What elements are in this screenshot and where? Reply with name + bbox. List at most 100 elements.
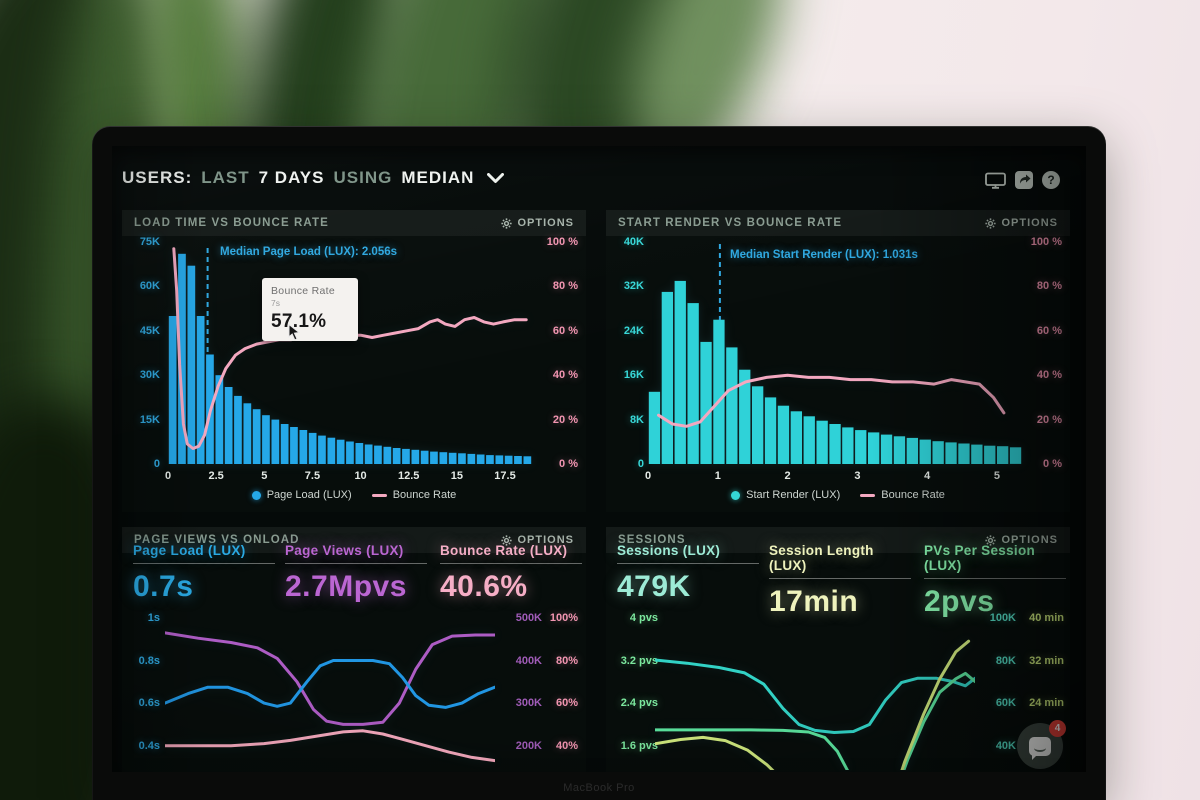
axis-tick-row: 60K 24 min	[978, 696, 1066, 710]
chat-widget-button[interactable]: 4	[1017, 720, 1066, 769]
axis-tick-label: 32 min	[1029, 654, 1064, 667]
legend-line-swatch	[860, 493, 876, 497]
axis-tick-label: 15K	[139, 413, 160, 426]
axis-tick-label: 0.8s	[138, 654, 160, 667]
y-axis-right: 100 % 80 % 60 % 40 % 20 % 0 %	[1016, 235, 1062, 471]
options-label: OPTIONS	[1001, 217, 1058, 229]
title-part: 7 DAYS	[258, 168, 325, 187]
start-render-histogram-chart[interactable]	[648, 242, 1022, 464]
metric-page-load: Page Load (LUX) 0.7s	[133, 543, 275, 604]
tooltip-subtitle: 7s	[271, 298, 280, 308]
metric-value: 2.7Mpvs	[285, 570, 407, 603]
timeframe-dropdown[interactable]: USERS: LAST 7 DAYS USING MEDIAN	[122, 168, 505, 188]
axis-tick-label: 40K	[623, 236, 644, 248]
panel-header: LOAD TIME VS BOUNCE RATE	[122, 210, 586, 236]
metric-value: 479K	[617, 570, 691, 603]
axis-tick-label: 40K	[995, 739, 1016, 752]
options-button[interactable]: OPTIONS	[985, 217, 1058, 229]
metric-page-views: Page Views (LUX) 2.7Mpvs	[285, 543, 427, 604]
panel-title: SESSIONS	[618, 534, 686, 546]
legend-item: Bounce Rate	[860, 489, 945, 501]
axis-tick-label: 80%	[555, 654, 578, 667]
axis-tick-label: 100 %	[1030, 236, 1062, 248]
y-axis-left: 40K 32K 24K 16K 8K 0	[608, 235, 644, 471]
page-views-vs-onload-chart[interactable]	[165, 612, 495, 770]
panel-load-time-vs-bounce-rate: LOAD TIME VS BOUNCE RATE	[122, 210, 586, 512]
axis-tick-label: 200K	[515, 739, 542, 752]
y-axis-left: 1s 0.8s 0.6s 0.4s	[124, 611, 160, 753]
notification-badge: 4	[1049, 720, 1066, 737]
axis-tick-label: 80 %	[1036, 280, 1062, 293]
y-axis-right: 100K 40 min 80K 32 min 60K 24 min 40K	[978, 611, 1066, 753]
legend-item: Start Render (LUX)	[731, 489, 840, 501]
axis-tick-label: 60%	[555, 697, 578, 710]
axis-tick-label: 24 min	[1029, 697, 1064, 710]
axis-tick-label: 16K	[623, 369, 644, 382]
display-icon[interactable]	[985, 172, 1006, 189]
panel-header: SESSIONS OPTIONS	[606, 527, 1070, 553]
axis-tick-label: 40 min	[1029, 612, 1064, 624]
panel-title: LOAD TIME VS BOUNCE RATE	[134, 217, 329, 229]
axis-tick-label: 20 %	[1036, 413, 1062, 426]
axis-tick-label: 40%	[555, 739, 578, 752]
share-icon[interactable]	[1015, 171, 1033, 189]
metric-label: Session Length (LUX)	[769, 543, 911, 579]
chevron-down-icon	[487, 172, 505, 183]
title-part: USING	[333, 168, 393, 187]
title-part: LAST	[201, 168, 250, 187]
help-glyph: ?	[1042, 171, 1060, 189]
panel-title: START RENDER VS BOUNCE RATE	[618, 217, 843, 229]
axis-tick-row: 100K 40 min	[978, 611, 1066, 625]
screen: USERS: LAST 7 DAYS USING MEDIAN	[112, 146, 1086, 772]
axis-tick-label: 60 %	[552, 324, 578, 337]
legend-line-swatch	[371, 493, 387, 497]
metric-session-length: Session Length (LUX) 17min	[769, 543, 911, 619]
metric-value: 40.6%	[440, 570, 528, 603]
metric-sessions: Sessions (LUX) 479K	[617, 543, 759, 604]
legend-label: Bounce Rate	[392, 489, 457, 501]
axis-tick-label: 40 %	[1036, 369, 1062, 382]
axis-tick-row: 200K 40%	[500, 739, 580, 753]
axis-tick-label: 30K	[139, 369, 160, 382]
axis-tick-label: 300K	[515, 697, 542, 710]
share-icon-box	[1015, 171, 1033, 189]
axis-tick-label: 400K	[515, 654, 542, 667]
legend-item: Page Load (LUX)	[251, 489, 352, 501]
axis-tick-label: 0	[153, 457, 160, 470]
legend-item: Bounce Rate	[371, 489, 457, 501]
gear-icon	[501, 217, 513, 229]
help-icon[interactable]: ?	[1042, 171, 1060, 189]
gear-icon	[985, 534, 997, 546]
panel-header: PAGE VIEWS VS ONLOAD	[122, 527, 586, 553]
options-button[interactable]: OPTIONS	[501, 534, 574, 546]
axis-tick-label: 0 %	[559, 457, 578, 470]
title-part: USERS:	[122, 168, 193, 187]
hover-tooltip: Bounce Rate 7s 57.1%	[262, 278, 358, 341]
axis-tick-row: 300K 60%	[500, 696, 580, 710]
x-axis: 0 2.5 5 7.5 10 12.5 15 17.5	[164, 470, 516, 482]
axis-tick-label: 3.2 pvs	[620, 654, 658, 667]
tooltip-value: 57.1%	[271, 311, 327, 332]
options-label: OPTIONS	[517, 534, 574, 546]
sessions-chart[interactable]	[655, 612, 975, 770]
load-time-histogram-chart[interactable]	[168, 242, 532, 464]
panel-sessions: SESSIONS OPTIONS	[606, 527, 1070, 772]
chat-bubble-icon	[1029, 736, 1051, 760]
axis-tick-label: 100 %	[546, 236, 578, 248]
median-annotation: Median Page Load (LUX): 2.056s	[220, 246, 398, 258]
axis-tick-row: 500K 100%	[500, 611, 580, 625]
axis-tick-label: 1.6 pvs	[620, 739, 658, 752]
gear-icon	[985, 217, 997, 229]
axis-tick-label: 60K	[995, 697, 1016, 710]
chart-legend: Page Load (LUX) Bounce Rate	[122, 489, 586, 501]
metric-label: Bounce Rate (LUX)	[440, 543, 582, 564]
axis-tick-label: 100%	[549, 612, 578, 624]
axis-tick-label: 75K	[139, 236, 160, 248]
median-annotation: Median Start Render (LUX): 1.031s	[730, 249, 918, 261]
options-button[interactable]: OPTIONS	[501, 217, 574, 229]
metric-value: 17min	[769, 585, 859, 618]
axis-tick-row: 400K 80%	[500, 654, 580, 668]
metric-bounce-rate: Bounce Rate (LUX) 40.6%	[440, 543, 582, 604]
options-button[interactable]: OPTIONS	[985, 534, 1058, 546]
